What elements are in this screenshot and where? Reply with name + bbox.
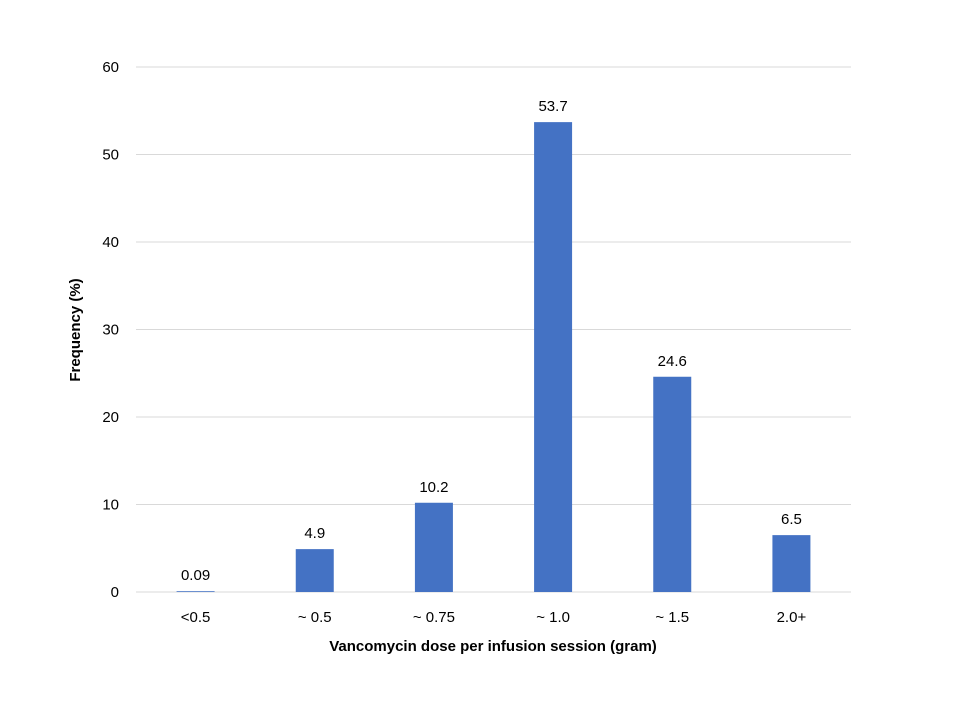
- y-tick-label: 30: [102, 322, 119, 339]
- y-tick-label: 10: [102, 497, 119, 514]
- y-tick-label: 20: [102, 409, 119, 426]
- gridlines: [136, 66, 851, 593]
- y-tick-label: 0: [111, 584, 119, 601]
- bar: [772, 535, 811, 592]
- bar: [176, 591, 215, 592]
- data-label: 53.7: [538, 98, 567, 115]
- bar: [295, 549, 334, 592]
- bar: [653, 376, 692, 592]
- x-tick-label: ~ 0.75: [413, 609, 455, 626]
- y-tick-label: 60: [102, 59, 119, 76]
- data-labels: 0.09 4.9 10.2 53.7 24.6 6.5: [181, 98, 802, 584]
- y-tick-label: 40: [102, 234, 119, 251]
- x-tick-label: ~ 1.5: [655, 609, 689, 626]
- bar: [414, 502, 453, 592]
- x-tick-label: ~ 0.5: [298, 609, 332, 626]
- bar: [534, 122, 573, 592]
- data-label: 6.5: [781, 511, 802, 528]
- y-axis-title: Frequency (%): [67, 278, 84, 381]
- data-label: 4.9: [304, 525, 325, 542]
- data-label: 24.6: [658, 353, 687, 370]
- x-tick-label: 2.0+: [777, 609, 807, 626]
- data-label: 0.09: [181, 567, 210, 584]
- bars: [176, 122, 811, 592]
- x-tick-label: ~ 1.0: [536, 609, 570, 626]
- x-axis-title: Vancomycin dose per infusion session (gr…: [329, 638, 657, 655]
- data-label: 10.2: [419, 479, 448, 496]
- x-axis-ticks: <0.5 ~ 0.5 ~ 0.75 ~ 1.0 ~ 1.5 2.0+: [181, 609, 807, 626]
- y-tick-label: 50: [102, 147, 119, 164]
- y-axis-ticks: 0 10 20 30 40 50 60: [102, 59, 119, 601]
- x-tick-label: <0.5: [181, 609, 211, 626]
